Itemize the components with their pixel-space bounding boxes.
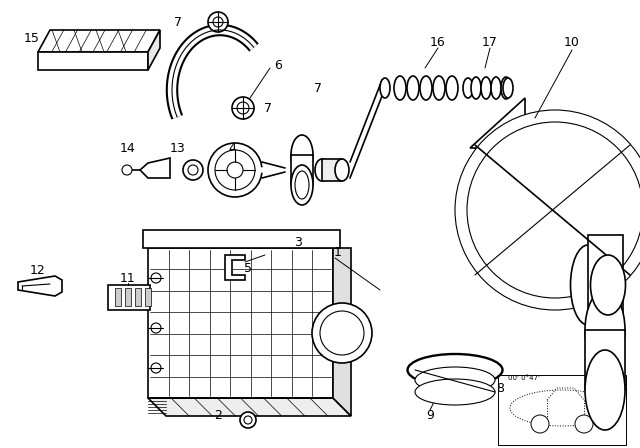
Circle shape — [320, 311, 364, 355]
Polygon shape — [148, 30, 160, 70]
Ellipse shape — [481, 77, 491, 99]
Ellipse shape — [415, 367, 495, 393]
Bar — [143, 230, 340, 248]
Bar — [148, 248, 333, 398]
Text: 10: 10 — [564, 35, 580, 48]
Ellipse shape — [446, 76, 458, 100]
Circle shape — [151, 363, 161, 373]
Text: 7: 7 — [314, 82, 322, 95]
Text: 17: 17 — [482, 35, 498, 48]
Ellipse shape — [570, 245, 605, 325]
Circle shape — [232, 97, 254, 119]
Text: 1: 1 — [334, 246, 342, 258]
Ellipse shape — [471, 77, 481, 99]
Text: 7: 7 — [174, 16, 182, 29]
Ellipse shape — [585, 350, 625, 430]
Bar — [135, 288, 141, 306]
Text: 6: 6 — [274, 59, 282, 72]
Circle shape — [575, 415, 593, 433]
Text: 12: 12 — [30, 263, 46, 276]
Ellipse shape — [408, 354, 502, 386]
Circle shape — [151, 323, 161, 333]
Circle shape — [215, 150, 255, 190]
Bar — [145, 288, 151, 306]
Circle shape — [208, 143, 262, 197]
Polygon shape — [38, 30, 160, 52]
Text: 3: 3 — [294, 236, 302, 249]
Circle shape — [122, 165, 132, 175]
Polygon shape — [18, 276, 62, 296]
Polygon shape — [148, 398, 351, 416]
Bar — [498, 375, 626, 445]
Ellipse shape — [491, 77, 501, 99]
Text: 2: 2 — [214, 409, 222, 422]
Text: 00' 0°47': 00' 0°47' — [508, 375, 540, 381]
Text: 11: 11 — [120, 271, 136, 284]
Ellipse shape — [291, 165, 313, 205]
Circle shape — [151, 273, 161, 283]
Polygon shape — [470, 98, 525, 148]
Circle shape — [227, 162, 243, 178]
Text: 5: 5 — [244, 262, 252, 275]
Bar — [291, 155, 313, 185]
Ellipse shape — [394, 76, 406, 100]
Circle shape — [208, 12, 228, 32]
Ellipse shape — [295, 171, 309, 199]
Ellipse shape — [335, 159, 349, 181]
Text: 9: 9 — [426, 409, 434, 422]
Bar — [322, 159, 342, 181]
Ellipse shape — [407, 76, 419, 100]
Circle shape — [312, 303, 372, 363]
Bar — [108, 285, 150, 310]
Bar — [588, 235, 623, 330]
Circle shape — [213, 17, 223, 27]
Circle shape — [183, 160, 203, 180]
Bar — [115, 288, 121, 306]
Circle shape — [244, 416, 252, 424]
Circle shape — [237, 102, 249, 114]
Ellipse shape — [433, 76, 445, 100]
Text: 7: 7 — [264, 102, 272, 115]
Ellipse shape — [315, 159, 329, 181]
Ellipse shape — [415, 379, 495, 405]
Bar — [125, 288, 131, 306]
Circle shape — [467, 122, 640, 298]
Ellipse shape — [380, 78, 390, 98]
Polygon shape — [140, 158, 170, 178]
Text: 4: 4 — [228, 142, 236, 155]
Circle shape — [240, 412, 256, 428]
Ellipse shape — [591, 255, 625, 315]
Circle shape — [188, 165, 198, 175]
Polygon shape — [333, 248, 351, 416]
Circle shape — [460, 115, 640, 305]
Ellipse shape — [503, 78, 513, 98]
Text: 15: 15 — [24, 31, 40, 44]
Bar — [585, 330, 625, 390]
Ellipse shape — [420, 76, 432, 100]
Ellipse shape — [585, 290, 625, 370]
Text: 16: 16 — [430, 35, 446, 48]
Ellipse shape — [463, 78, 473, 98]
Bar — [38, 52, 148, 70]
Text: 8: 8 — [496, 382, 504, 395]
Text: 14: 14 — [120, 142, 136, 155]
Ellipse shape — [501, 77, 511, 99]
Polygon shape — [225, 255, 245, 280]
Circle shape — [455, 110, 640, 310]
Circle shape — [531, 415, 549, 433]
Text: 13: 13 — [170, 142, 186, 155]
Ellipse shape — [291, 135, 313, 175]
